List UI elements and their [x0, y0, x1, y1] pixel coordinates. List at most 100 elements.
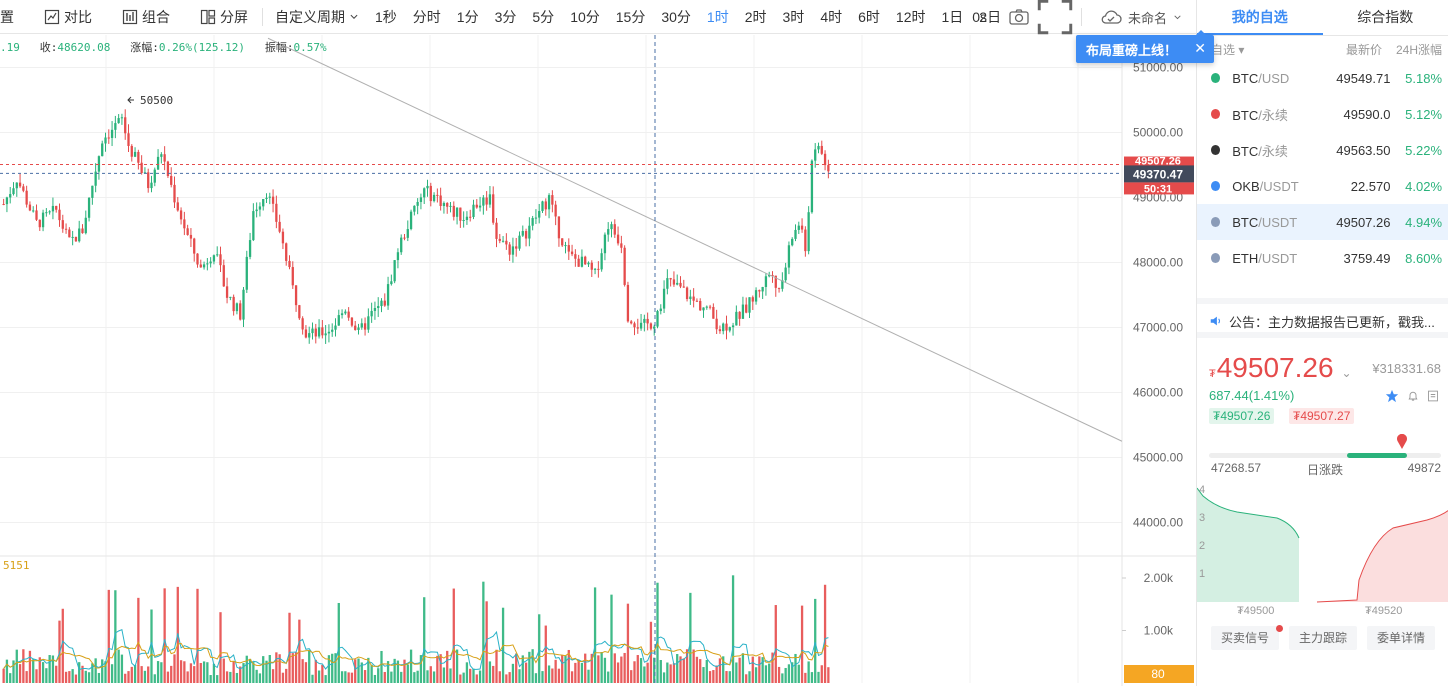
volume-bar — [653, 657, 656, 683]
volume-bar — [137, 597, 140, 683]
candle-body — [423, 188, 426, 198]
price-chart[interactable]: 5050051000.0050000.0049000.0048000.00470… — [0, 35, 1196, 686]
toast-close-icon[interactable]: ✕ — [1194, 40, 1206, 56]
symbol-quote: /USDT — [1259, 178, 1299, 194]
tab-watchlist[interactable]: 我的自选 — [1197, 0, 1323, 35]
coin-icon — [1211, 145, 1221, 155]
fullscreen-button[interactable] — [1037, 0, 1073, 35]
volume-bar — [426, 670, 429, 683]
combine-label: 组合 — [142, 8, 170, 25]
trade-signal-button[interactable]: 买卖信号 — [1211, 626, 1280, 650]
candle-body — [193, 238, 196, 254]
announcement-bar[interactable]: 公告：主力数据报告已更新，戳我... — [1197, 298, 1448, 338]
note-icon[interactable] — [1427, 390, 1439, 402]
settings-button[interactable]: 置 — [0, 0, 22, 34]
candle-body — [626, 284, 630, 322]
symbol: BTC/USD — [1232, 71, 1320, 86]
volume-bar — [689, 592, 692, 683]
period-3[interactable]: 3分 — [494, 8, 517, 25]
layout-save-dropdown[interactable]: 未命名 — [1086, 8, 1196, 27]
volume-bar — [712, 670, 715, 683]
period-5[interactable]: 10分 — [570, 8, 600, 25]
watchlist-filter-dropdown[interactable]: 自选 ▾ — [1211, 43, 1245, 57]
screenshot-button[interactable] — [1001, 0, 1037, 34]
bid-price-pill[interactable]: ₮49507.26 — [1209, 408, 1275, 424]
chevron-down-icon[interactable]: ⌄ — [1341, 366, 1352, 380]
candle-body — [557, 216, 561, 239]
period-11[interactable]: 4时 — [820, 8, 843, 25]
bell-icon[interactable] — [1407, 390, 1419, 402]
period-7[interactable]: 30分 — [661, 8, 691, 25]
candle-body — [71, 236, 74, 238]
volume-bar — [511, 663, 515, 683]
period-6[interactable]: 15分 — [615, 8, 646, 25]
volume-bar — [446, 650, 449, 683]
star-icon[interactable] — [1385, 389, 1399, 403]
symbol-base: ETH — [1232, 250, 1259, 266]
settings-label: 置 — [0, 8, 14, 25]
depth-chart[interactable]: 4 3 2 1 ₮49500 ₮49520 — [1197, 480, 1448, 620]
price-change: 687.44(1.41%) — [1209, 388, 1295, 403]
ask-price-pill[interactable]: ₮49507.27 — [1289, 408, 1355, 424]
volume-bar — [465, 662, 469, 683]
period-0[interactable]: 1秒 — [375, 8, 397, 25]
candle-body — [712, 306, 715, 319]
candle-body — [101, 143, 104, 157]
fullscreen-icon — [1037, 0, 1073, 35]
volume-bar — [419, 655, 423, 683]
period-4[interactable]: 5分 — [532, 8, 555, 25]
candle-body — [574, 254, 577, 259]
period-10[interactable]: 3时 — [782, 8, 805, 25]
volume-bar — [229, 671, 232, 683]
volume-bar — [630, 670, 633, 683]
split-screen-button[interactable]: 分屏 — [192, 0, 256, 34]
candle-body — [781, 280, 784, 289]
volume-bar — [285, 668, 288, 683]
volume-bar — [48, 655, 51, 683]
candle-body — [262, 198, 265, 207]
price-column-header[interactable]: 最新价 — [1345, 43, 1382, 57]
volume-bar — [390, 671, 393, 683]
period-8[interactable]: 1时 — [706, 8, 729, 25]
compare-button[interactable]: 对比 — [36, 0, 100, 34]
watchlist-row[interactable]: BTC/USD 49549.71 5.18% — [1197, 60, 1448, 96]
period-9[interactable]: 2时 — [744, 8, 767, 25]
candle-body — [636, 327, 639, 329]
watchlist-row[interactable]: BTC/永续 49590.0 5.12% — [1197, 96, 1448, 132]
candle-body — [459, 207, 462, 221]
volume-bar — [800, 605, 804, 683]
candle-body — [354, 325, 357, 330]
candle-body — [406, 229, 409, 238]
price-tick: 48000.00 — [1133, 256, 1183, 270]
period-15[interactable]: 2日 — [979, 8, 1002, 25]
chart-area[interactable]: 50500 51000.00 50000.00 49000.00 48000.00 470… — [0, 35, 1196, 686]
period-13[interactable]: 12时 — [895, 8, 926, 25]
candle-body — [561, 238, 564, 246]
period-1[interactable]: 分时 — [412, 8, 441, 25]
candle-body — [117, 118, 120, 124]
main-force-tracking-button[interactable]: 主力跟踪 — [1289, 626, 1358, 650]
new-layout-toast[interactable]: 布局重磅上线！ ✕ — [1076, 30, 1214, 63]
volume-ma-5 — [3, 629, 829, 671]
symbol-quote: /USDT — [1258, 250, 1298, 266]
watchlist-row[interactable]: BTC/USDT 49507.26 4.94% — [1197, 204, 1448, 240]
volume-bar — [377, 668, 380, 683]
volume-bar — [597, 655, 600, 683]
cloud-icon — [1101, 10, 1122, 24]
candle-body — [771, 274, 774, 276]
watchlist-row[interactable]: OKB/USDT 22.570 4.02% — [1197, 168, 1448, 204]
watchlist-row[interactable]: BTC/永续 49563.50 5.22% — [1197, 132, 1448, 168]
period-12[interactable]: 6时 — [858, 8, 880, 25]
custom-period-dropdown[interactable]: 自定义周期 — [267, 0, 367, 34]
candle-body — [524, 231, 528, 239]
tab-indices[interactable]: 综合指数 — [1357, 9, 1414, 25]
candle-body — [176, 202, 179, 211]
period-14[interactable]: 1日 — [941, 8, 964, 25]
watchlist-row[interactable]: ETH/USDT 3759.49 8.60% — [1197, 240, 1448, 276]
order-detail-button[interactable]: 委单详情 — [1367, 626, 1436, 650]
period-2[interactable]: 1分 — [456, 8, 479, 25]
combine-button[interactable]: 组合 — [114, 0, 178, 34]
candle-body — [538, 211, 541, 218]
change-column-header[interactable]: 24H涨幅 — [1395, 43, 1442, 57]
